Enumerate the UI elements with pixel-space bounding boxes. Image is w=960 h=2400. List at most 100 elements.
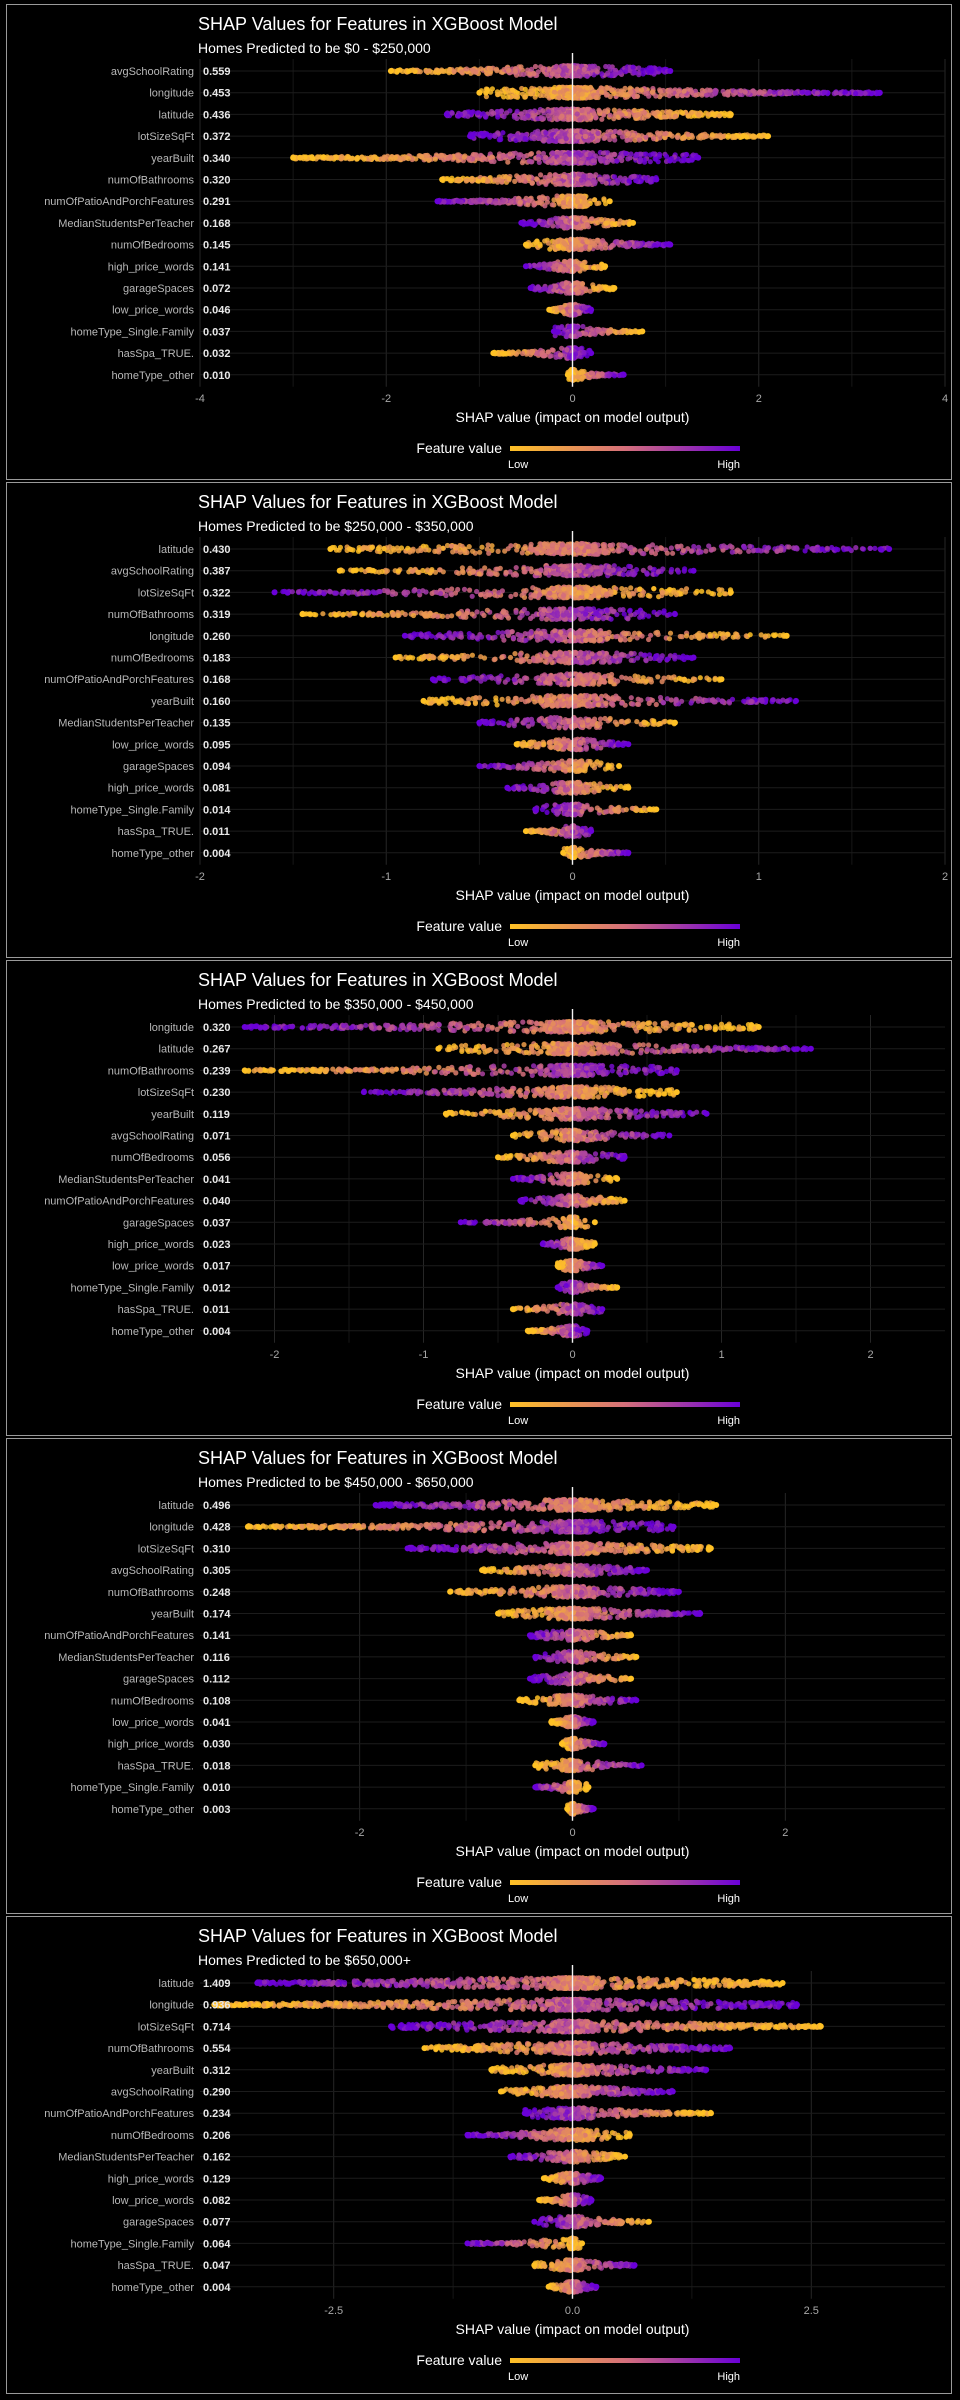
shap-point (584, 239, 590, 245)
shap-point (546, 67, 552, 73)
shap-point (498, 136, 504, 143)
shap-point (657, 88, 664, 94)
shap-point (619, 112, 625, 118)
shap-point (368, 154, 374, 160)
shap-point (649, 89, 656, 95)
shap-point (605, 70, 611, 76)
shap-point (572, 86, 578, 92)
shap-point (598, 285, 604, 292)
shap-point (651, 111, 657, 117)
shap-point (410, 67, 416, 73)
shap-point (522, 241, 529, 248)
shap-point (321, 154, 327, 160)
shap-point (689, 89, 695, 95)
shap-point (529, 198, 536, 204)
shap-point (553, 110, 559, 116)
shap-point (550, 93, 556, 100)
shap-point (622, 69, 629, 75)
shap-point (580, 323, 586, 330)
shap-point (675, 134, 681, 141)
shap-point (517, 199, 523, 205)
shap-point (576, 289, 582, 295)
shap-point (574, 199, 581, 205)
shap-point (599, 330, 606, 337)
shap-point (590, 64, 596, 70)
shap-point (610, 133, 616, 139)
shap-point (528, 91, 534, 97)
shap-point (591, 179, 597, 185)
shap-point (656, 66, 663, 72)
shap-point (388, 156, 394, 162)
shap-point (628, 151, 634, 157)
shap-point (607, 329, 613, 335)
shap-point (593, 153, 599, 159)
shap-point (535, 284, 541, 290)
shap-point (561, 266, 567, 272)
shap-point (602, 263, 609, 270)
shap-point (721, 110, 728, 116)
shap-point (684, 152, 690, 158)
shap-point (488, 89, 494, 95)
shap-point (601, 196, 607, 202)
shap-point (567, 259, 573, 266)
shap-point (536, 135, 542, 141)
shap-point (590, 327, 596, 333)
shap-point (591, 111, 597, 117)
shap-point (501, 94, 507, 100)
shap-point (563, 218, 569, 224)
shap-point (625, 131, 631, 137)
shap-point (575, 181, 582, 187)
shap-point (771, 89, 777, 95)
shap-point (640, 67, 646, 73)
shap-point (536, 131, 542, 137)
shap-point (587, 244, 593, 250)
shap-point (555, 243, 561, 249)
shap-point (575, 134, 581, 140)
shap-point (666, 93, 672, 99)
shap-point (574, 111, 580, 117)
shap-point (579, 91, 585, 97)
shap-point (333, 154, 339, 160)
shap-point (525, 202, 531, 208)
shap-point (577, 87, 583, 93)
shap-point (485, 178, 491, 184)
shap-point (625, 156, 631, 162)
shap-point (594, 69, 600, 75)
shap-point (638, 151, 644, 157)
shap-point (490, 110, 497, 116)
shap-point (757, 89, 763, 95)
shap-point (559, 138, 565, 144)
shap-point (558, 115, 564, 121)
shap-point (594, 200, 600, 207)
shap-point (536, 262, 542, 268)
shap-point (738, 88, 744, 94)
shap-point (596, 107, 602, 113)
chart-subtitle: Homes Predicted to be $0 - $250,000 (198, 40, 431, 56)
shap-point (842, 89, 849, 95)
shap-point (674, 93, 681, 99)
shap-point (713, 90, 719, 96)
shap-point (542, 174, 548, 181)
shap-point (572, 324, 578, 330)
shap-point (703, 92, 710, 98)
shap-point (529, 180, 535, 186)
shap-point (643, 151, 649, 157)
shap-point (553, 64, 559, 70)
shap-point (570, 172, 577, 178)
shap-point (544, 71, 550, 78)
shap-point (380, 156, 386, 162)
shap-point (535, 156, 542, 162)
shap-point (570, 115, 577, 121)
shap-point (560, 71, 566, 77)
shap-point (636, 137, 642, 143)
shap-point (542, 286, 548, 292)
shap-point (574, 266, 581, 272)
shap-point (667, 68, 674, 74)
shap-point (586, 113, 592, 120)
shap-point (599, 245, 605, 251)
shap-point (588, 173, 594, 179)
shap-point (395, 67, 401, 74)
shap-point (622, 92, 628, 98)
shap-point (623, 243, 629, 249)
